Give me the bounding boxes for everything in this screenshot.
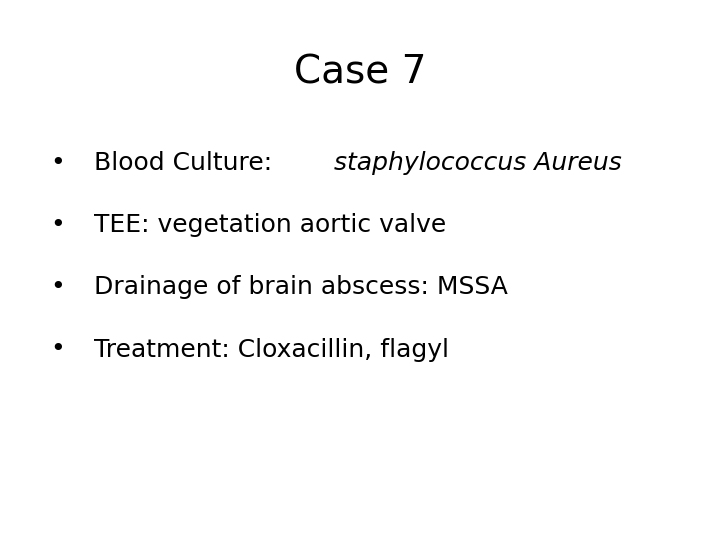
Text: •: • <box>50 151 65 175</box>
Text: TEE: vegetation aortic valve: TEE: vegetation aortic valve <box>94 213 446 237</box>
Text: Drainage of brain abscess: MSSA: Drainage of brain abscess: MSSA <box>94 275 508 299</box>
Text: staphylococcus Aureus: staphylococcus Aureus <box>334 151 621 175</box>
Text: Treatment: Cloxacillin, flagyl: Treatment: Cloxacillin, flagyl <box>94 338 449 361</box>
Text: Case 7: Case 7 <box>294 54 426 92</box>
Text: •: • <box>50 338 65 361</box>
Text: Blood Culture:: Blood Culture: <box>94 151 280 175</box>
Text: •: • <box>50 275 65 299</box>
Text: •: • <box>50 213 65 237</box>
